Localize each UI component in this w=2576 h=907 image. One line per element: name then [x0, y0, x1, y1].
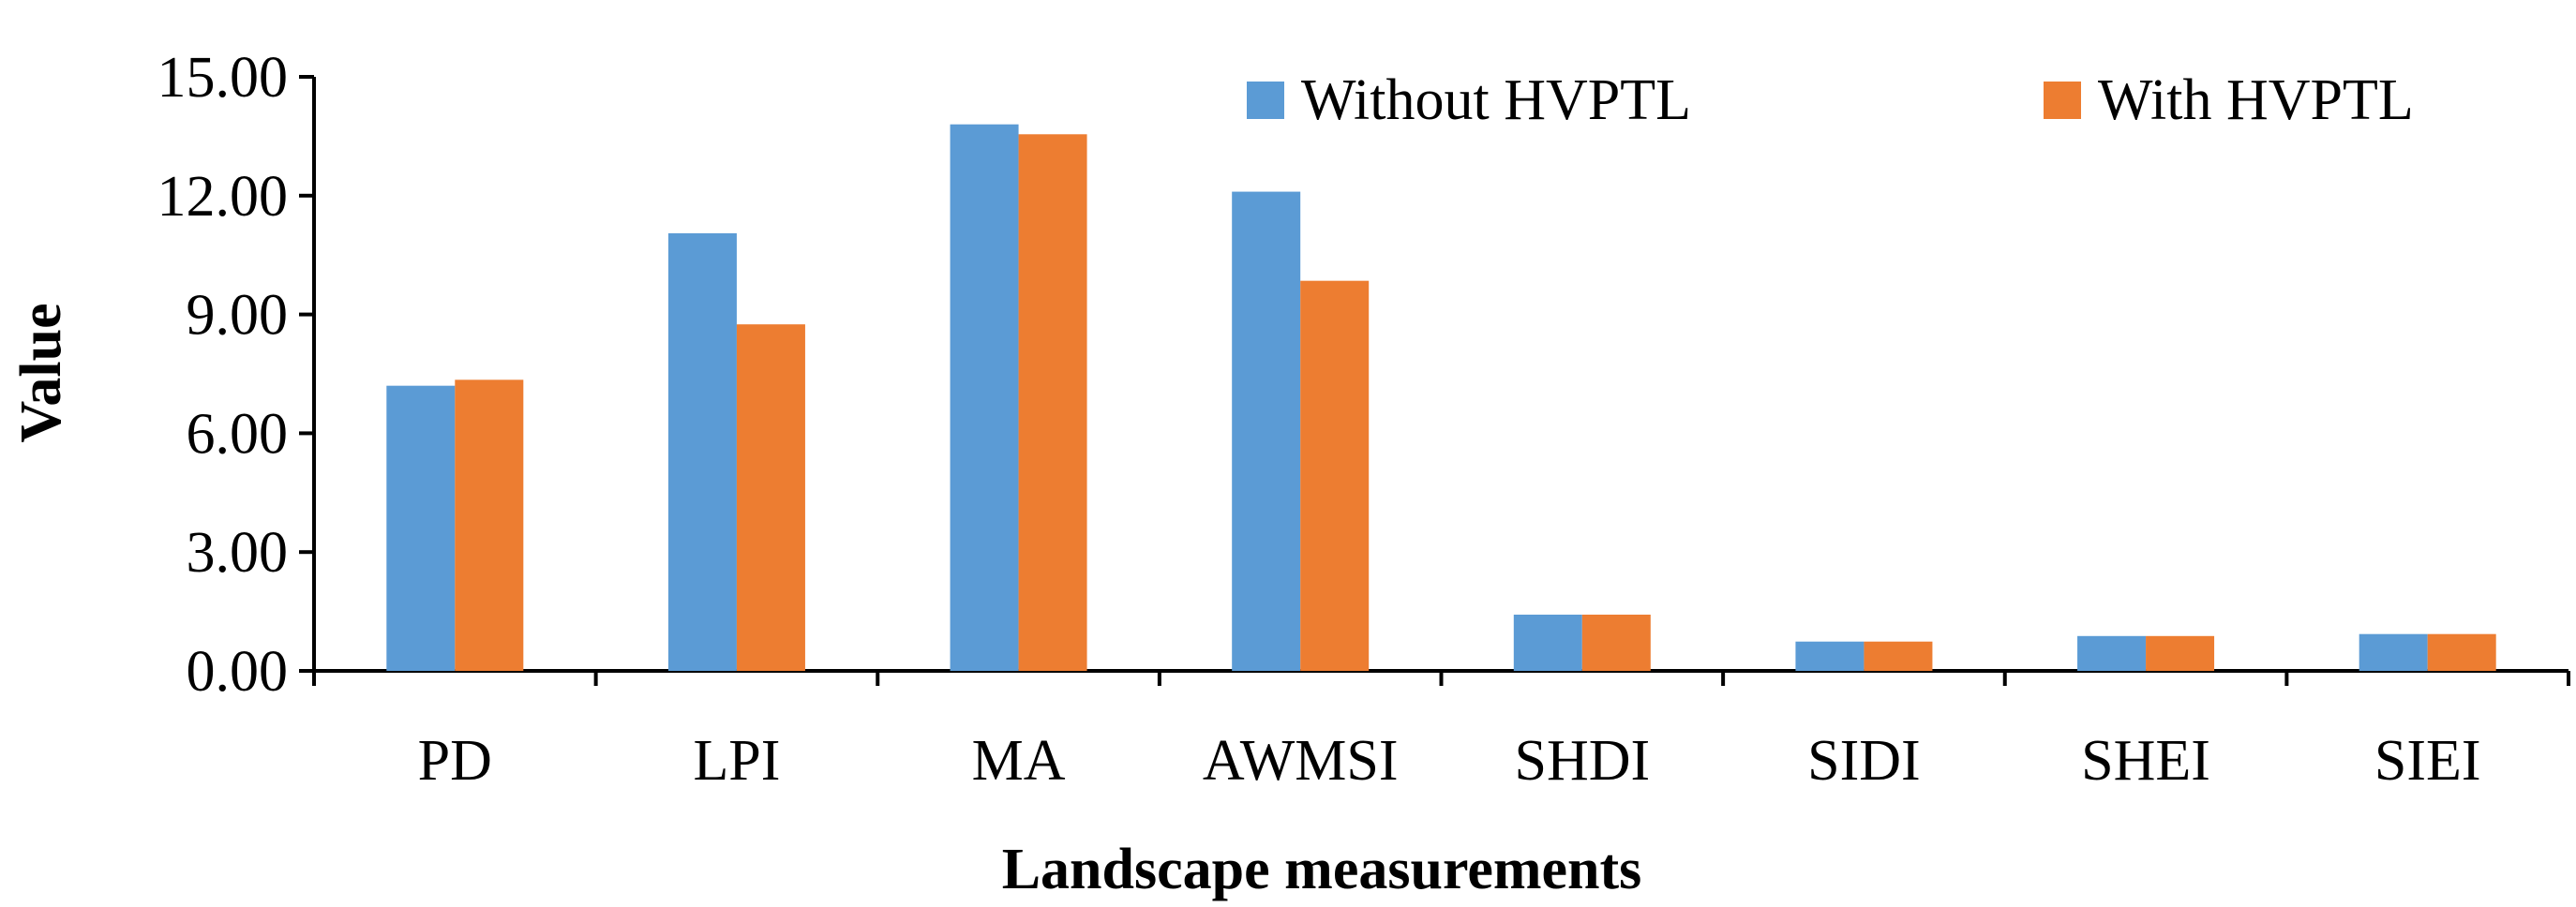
category-label: SIDI [1807, 729, 1921, 793]
bar-siei-without-hvptl [2359, 633, 2428, 671]
bar-sidi-with-hvptl [1864, 641, 1933, 671]
y-tick-label: 12.00 [157, 165, 289, 229]
bar-pd-with-hvptl [455, 379, 524, 671]
bar-lpi-with-hvptl [736, 324, 805, 671]
bar-shei-with-hvptl [2146, 635, 2215, 671]
legend-swatch [1247, 82, 1284, 119]
bar-awmsi-without-hvptl [1232, 191, 1301, 671]
y-tick-label: 6.00 [187, 402, 289, 466]
category-label: MA [972, 729, 1066, 793]
legend-label: Without HVPTL [1301, 68, 1691, 132]
legend-swatch [2044, 82, 2081, 119]
category-label: LPI [693, 729, 780, 793]
bar-lpi-without-hvptl [667, 232, 737, 671]
category-label: SHEI [2081, 729, 2210, 793]
category-label: PD [418, 729, 492, 793]
bar-sidi-without-hvptl [1795, 641, 1865, 671]
bar-shdi-without-hvptl [1513, 614, 1582, 671]
y-tick-label: 3.00 [187, 521, 289, 585]
legend-label: With HVPTL [2098, 68, 2414, 132]
x-axis-title: Landscape measurements [1002, 838, 1642, 901]
bar-siei-with-hvptl [2427, 633, 2496, 671]
y-tick-label: 9.00 [187, 284, 289, 348]
bar-shei-without-hvptl [2077, 635, 2147, 671]
category-label: AWMSI [1203, 729, 1399, 793]
x-axis [312, 669, 2570, 686]
category-label: SIEI [2374, 729, 2481, 793]
bar-ma-with-hvptl [1018, 134, 1087, 671]
legend: Without HVPTL With HVPTL [1247, 68, 2414, 132]
y-tick-label: 15.00 [157, 46, 289, 110]
bar-shdi-with-hvptl [1581, 614, 1651, 671]
bar-ma-without-hvptl [950, 124, 1019, 672]
bars [386, 124, 2496, 672]
bar-pd-without-hvptl [386, 385, 456, 671]
category-labels: PD LPI MA AWMSI SHDI SIDI SHEI SIEI [418, 729, 2481, 793]
y-tick-label: 0.00 [187, 640, 289, 704]
y-axis-title: Value [9, 303, 73, 442]
y-axis: 0.00 3.00 6.00 9.00 12.00 15.00 [157, 46, 316, 704]
category-label: SHDI [1514, 729, 1650, 793]
bar-awmsi-with-hvptl [1300, 280, 1370, 671]
